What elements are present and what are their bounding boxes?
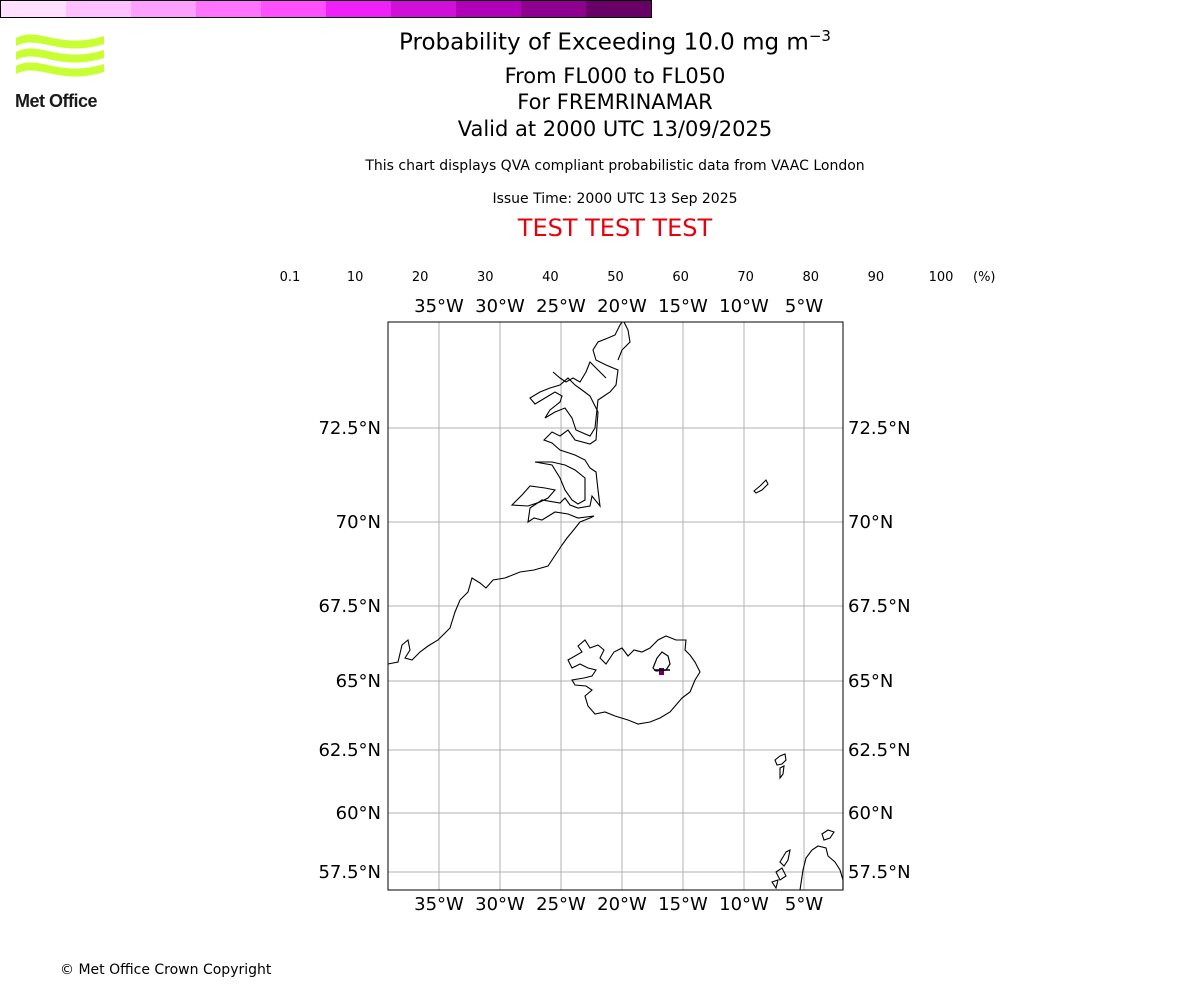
latitude-label: 65°N [848,671,893,692]
latitude-label: 72.5°N [848,418,911,439]
longitude-label: 10°W [719,894,769,915]
copyright: © Met Office Crown Copyright [60,962,272,978]
longitude-labels-bottom: 35°W 30°W 25°W 20°W 15°W 10°W 5°W [414,894,823,915]
colorbar-segment [196,1,261,17]
colorbar-tick-label: 20 [411,270,429,285]
latitude-label: 60°N [848,803,893,824]
greenland-fjord [552,361,607,383]
latitude-labels-left: 72.5°N 70°N 67.5°N 65°N 62.5°N 60°N 57.5°N [318,418,381,883]
colorbar-tick-label: 60 [672,270,689,285]
chart-title: Probability of Exceeding 10.0 mg m−3 [399,27,831,56]
longitude-label: 5°W [785,894,823,915]
latitude-label: 70°N [336,512,381,533]
latitude-label: 57.5°N [318,862,381,883]
longitude-label: 15°W [658,296,708,317]
issue-time: Issue Time: 2000 UTC 13 Sep 2025 [492,191,738,207]
greenland-fjord [534,461,586,505]
colorbar-segment [261,1,326,17]
longitude-label: 30°W [475,296,525,317]
colorbar-segment [456,1,521,17]
valid-time: Valid at 2000 UTC 13/09/2025 [457,117,773,141]
map-frame [387,321,844,891]
ash-probability-area [659,668,664,675]
latitude-labels-right: 72.5°N 70°N 67.5°N 65°N 62.5°N 60°N 57.5°N [848,418,911,883]
hebrides [775,867,787,881]
probability-colorbar [0,0,652,18]
colorbar-segment [66,1,131,17]
ash-cloud [652,651,671,675]
chart-description: This chart displays QVA compliant probab… [365,158,865,174]
latitude-label: 70°N [848,512,893,533]
volcano-name: For FREMRINAMAR [517,90,713,114]
test-banner: TEST TEST TEST [517,214,713,242]
longitude-label: 10°W [719,296,769,317]
longitude-label: 20°W [597,296,647,317]
latitude-label: 62.5°N [318,740,381,761]
scotland-coast [799,845,844,891]
flight-levels: From FL000 to FL050 [504,64,726,88]
longitude-label: 25°W [536,894,586,915]
longitude-label: 35°W [414,894,464,915]
colorbar-tick-label: 90 [867,270,885,285]
latitude-label: 65°N [336,671,381,692]
greenland-coast [387,321,623,665]
greenland-coast [617,321,631,361]
colorbar-segment [326,1,391,17]
latitude-label: 72.5°N [318,418,381,439]
colorbar-tick-label: 80 [802,270,820,285]
faroe-islands [779,765,785,780]
latitude-label: 62.5°N [848,740,911,761]
colorbar-segment [1,1,66,17]
faroe-islands [774,753,787,766]
longitude-label: 15°W [658,894,708,915]
colorbar-segment [391,1,456,17]
shetland [821,829,835,841]
hebrides [779,849,791,867]
graticule [388,322,843,890]
coastlines [387,321,844,891]
jan-mayen [753,479,769,494]
met-office-logo-icon [16,34,104,77]
colorbar-segment [586,1,651,17]
greenland-fjord [510,485,557,507]
colorbar-segment [131,1,196,17]
colorbar-unit: (%) [973,270,996,285]
longitude-label: 35°W [414,296,464,317]
latitude-label: 67.5°N [318,596,381,617]
longitude-labels-top: 35°W 30°W 25°W 20°W 15°W 10°W 5°W [414,296,823,317]
iceland-coast [567,635,701,725]
colorbar-tick-label: 70 [737,270,754,285]
hebrides [771,879,779,890]
colorbar-tick-label: 0.1 [279,270,301,285]
latitude-label: 60°N [336,803,381,824]
colorbar-segment [521,1,586,17]
colorbar-tick-label: 50 [607,270,624,285]
logo-text: Met Office [15,91,98,111]
longitude-label: 20°W [597,894,647,915]
latitude-label: 57.5°N [848,862,911,883]
latitude-label: 67.5°N [848,596,911,617]
colorbar-tick-label: 30 [477,270,494,285]
colorbar-tick-label: 10 [346,270,364,285]
longitude-label: 30°W [475,894,525,915]
colorbar-tick-label: 100 [928,270,954,285]
longitude-label: 5°W [785,296,823,317]
longitude-label: 25°W [536,296,586,317]
colorbar-tick-label: 40 [542,270,559,285]
